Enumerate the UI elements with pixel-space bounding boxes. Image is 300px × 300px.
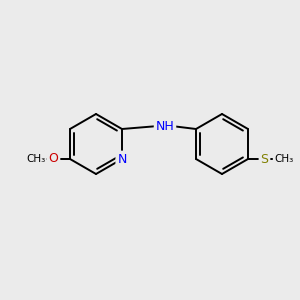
Text: S: S (260, 152, 268, 166)
Text: CH₃: CH₃ (26, 154, 45, 164)
Text: NH: NH (156, 119, 174, 133)
Text: O: O (49, 152, 58, 166)
Text: CH₃: CH₃ (274, 154, 294, 164)
Text: N: N (117, 152, 127, 166)
